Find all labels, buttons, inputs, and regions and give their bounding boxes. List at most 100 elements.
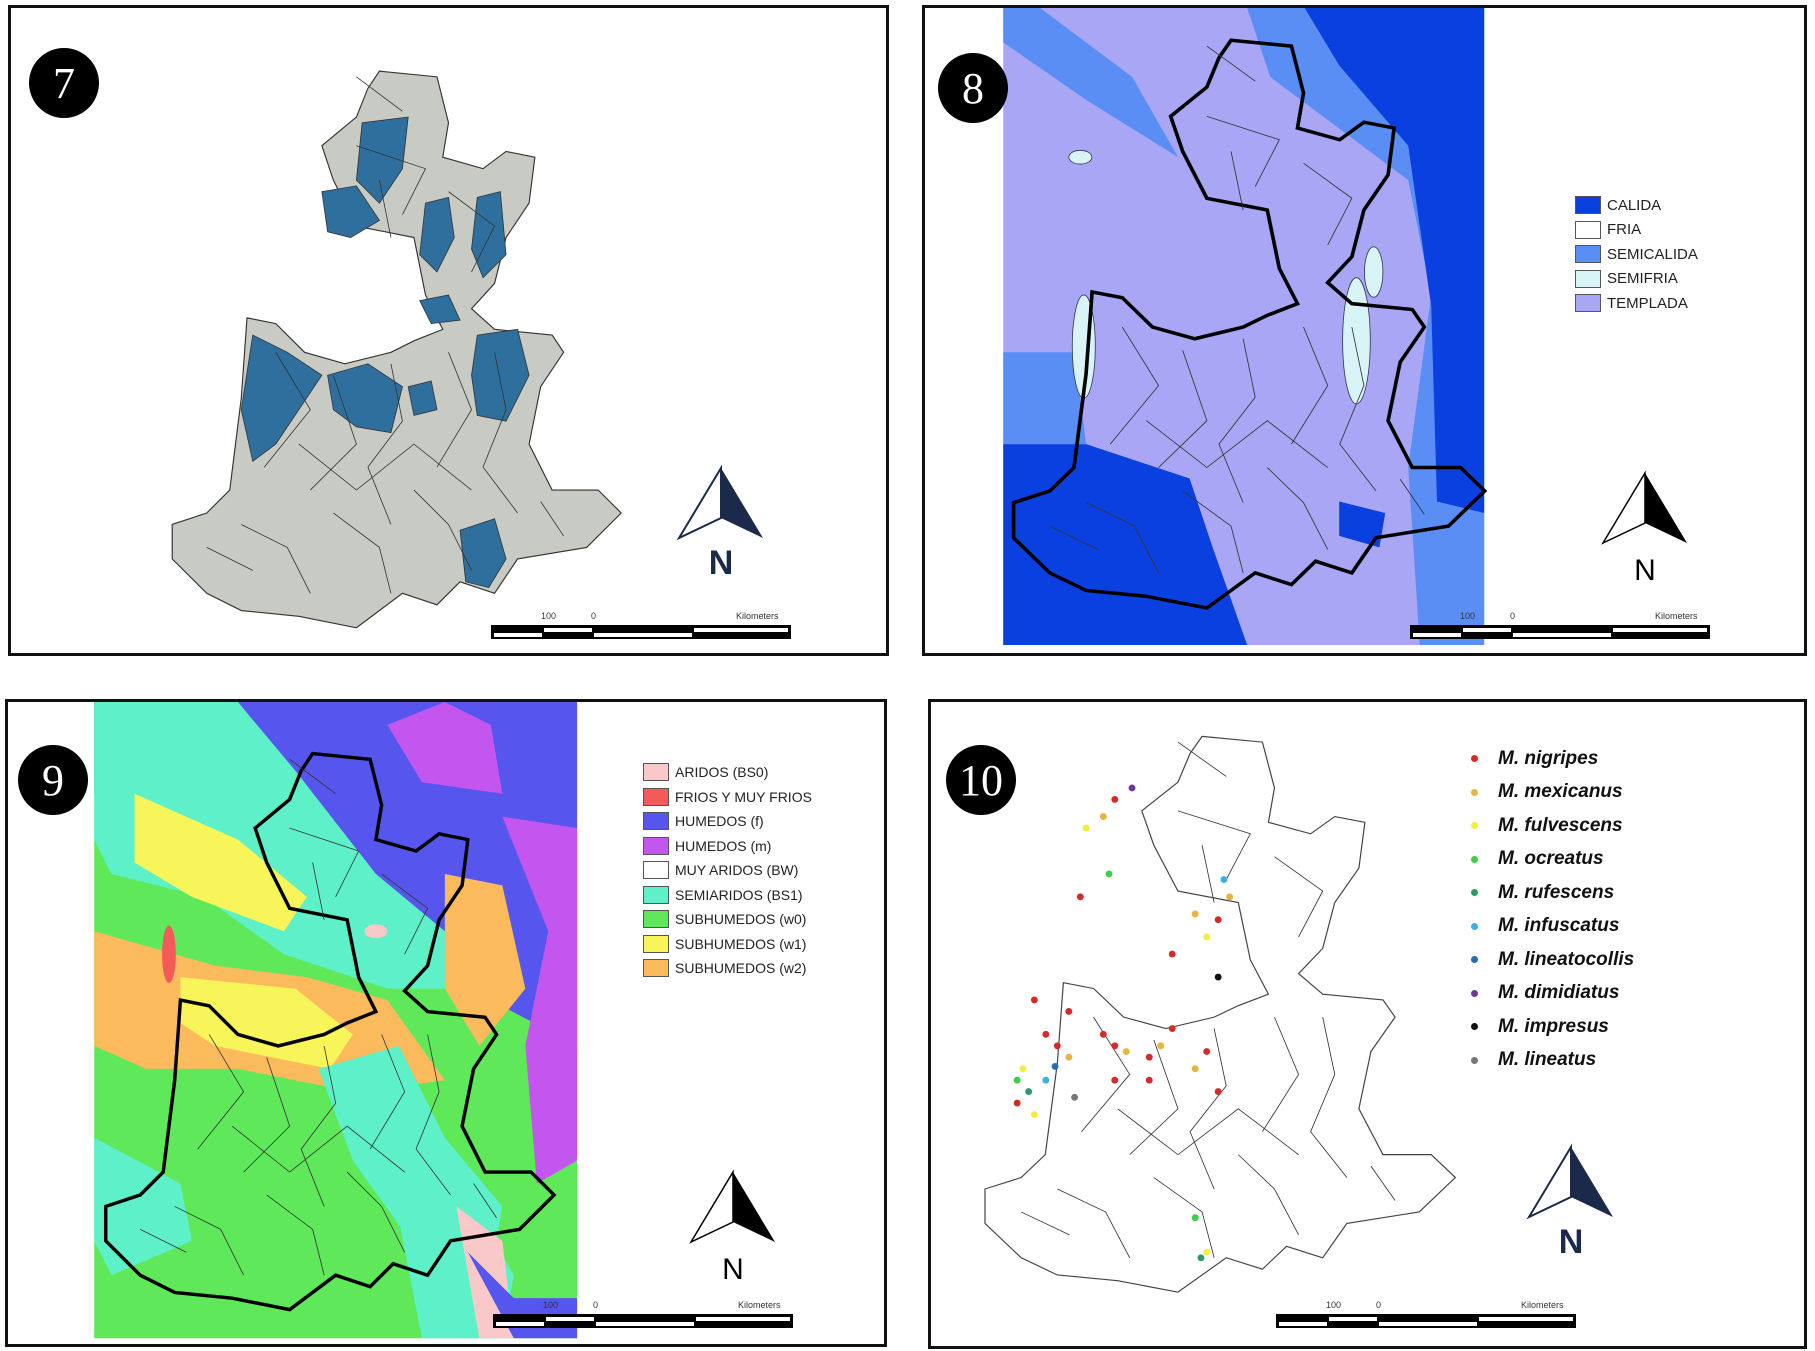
legend-swatch xyxy=(1575,196,1601,215)
species-label: M. lineatocollis xyxy=(1498,948,1635,970)
occurrence-point xyxy=(1099,813,1107,821)
occurrence-point xyxy=(1128,784,1136,792)
species-label: M. mexicanus xyxy=(1498,781,1623,803)
occurrence-point xyxy=(1030,1111,1038,1118)
occurrence-point xyxy=(1099,1030,1107,1038)
legend-swatch xyxy=(643,959,669,978)
species-label: M. fulvescens xyxy=(1498,814,1623,836)
scale-label-zero: 0 xyxy=(591,611,597,621)
species-legend: M. nigripes M. mexicanus M. fulvescens M. o… xyxy=(1471,742,1634,1077)
panel-number-badge: 10 xyxy=(946,745,1016,815)
species-label: M. nigripes xyxy=(1498,747,1599,769)
scale-label-left: 100 xyxy=(541,611,557,621)
north-arrow: N xyxy=(683,1167,783,1287)
legend-item: HUMEDOS (f) xyxy=(643,809,812,834)
legend-swatch xyxy=(1575,269,1601,288)
scale-label-zero: 0 xyxy=(593,1300,599,1310)
north-arrow-icon xyxy=(1526,1143,1613,1220)
legend-item: SUBHUMEDOS (w0) xyxy=(643,907,812,932)
scale-label-left: 100 xyxy=(1460,611,1476,621)
species-dot-icon xyxy=(1471,989,1478,997)
legend-label: FRIOS Y MUY FRIOS xyxy=(675,788,812,805)
scale-bar: 100 0 Kilometers xyxy=(1410,611,1715,643)
occurrence-point xyxy=(1042,1076,1050,1084)
species-dot-icon xyxy=(1471,956,1478,964)
climate-legend: CALIDA FRIA SEMICALIDA SEMIFRIA TEMPLADA xyxy=(1575,193,1698,316)
scale-label-unit: Kilometers xyxy=(736,611,779,621)
legend-item: M. impresus xyxy=(1471,1010,1634,1044)
occurrence-points xyxy=(1013,784,1234,1262)
legend-label: FRIA xyxy=(1607,221,1642,239)
legend-item: CALIDA xyxy=(1575,193,1698,218)
scale-bar: 100 0 Kilometers xyxy=(1276,1300,1581,1332)
species-dot-icon xyxy=(1471,822,1478,830)
legend-item: SUBHUMEDOS (w2) xyxy=(643,956,812,981)
north-label: N xyxy=(708,544,734,582)
legend-label: TEMPLADA xyxy=(1607,294,1688,312)
legend-swatch xyxy=(643,885,669,904)
occurrence-point xyxy=(1145,1053,1153,1061)
species-label: M. infuscatus xyxy=(1498,915,1620,937)
legend-item: ARIDOS (BS0) xyxy=(643,760,812,785)
scale-bar: 100 0 Kilometers xyxy=(491,611,796,643)
occurrence-point xyxy=(1220,876,1228,884)
occurrence-point xyxy=(1168,1025,1176,1033)
occurrence-point xyxy=(1191,1065,1199,1073)
legend-item: M. ocreatus xyxy=(1471,843,1634,877)
occurrence-point xyxy=(1111,1042,1119,1050)
occurrence-point xyxy=(1111,1076,1119,1084)
species-dot-icon xyxy=(1471,922,1478,930)
legend-item: HUMEDOS (m) xyxy=(643,834,812,859)
occurrence-point xyxy=(1065,1053,1073,1061)
legend-swatch xyxy=(643,934,669,953)
scale-label-zero: 0 xyxy=(1376,1300,1382,1310)
legend-label: SEMICALIDA xyxy=(1607,245,1698,263)
north-label: N xyxy=(1634,554,1656,587)
occurrence-point xyxy=(1025,1088,1033,1096)
species-label: M. ocreatus xyxy=(1498,848,1604,870)
occurrence-point xyxy=(1030,996,1038,1004)
map-panel-7: 7 N 100 0 Kilometers xyxy=(8,5,889,656)
map-panel-10: 10 M. nigripes M. mexicanus M. fulvescens M… xyxy=(928,699,1807,1349)
legend-item: M. mexicanus xyxy=(1471,776,1634,810)
occurrence-point xyxy=(1168,950,1176,958)
legend-label: HUMEDOS (f) xyxy=(675,813,764,830)
legend-item: SEMIARIDOS (BS1) xyxy=(643,883,812,908)
legend-item: M. dimidiatus xyxy=(1471,977,1634,1011)
occurrence-point xyxy=(1214,1088,1222,1096)
panel-number-badge: 9 xyxy=(18,745,88,815)
occurrence-point xyxy=(1082,824,1090,832)
legend-swatch xyxy=(1575,220,1601,239)
legend-swatch xyxy=(643,910,669,929)
occurrence-point xyxy=(1013,1076,1021,1084)
panel-number-badge: 8 xyxy=(938,53,1008,123)
species-dot-icon xyxy=(1471,755,1478,763)
legend-swatch xyxy=(1575,245,1601,264)
legend-item: FRIA xyxy=(1575,218,1698,243)
species-label: M. impresus xyxy=(1498,1015,1609,1037)
species-label: M. dimidiatus xyxy=(1498,982,1620,1004)
legend-label: SUBHUMEDOS (w0) xyxy=(675,911,807,928)
occurrence-point xyxy=(1076,893,1084,901)
occurrence-point xyxy=(1197,1254,1205,1262)
legend-item: MUY ARIDOS (BW) xyxy=(643,858,812,883)
occurrence-point xyxy=(1191,910,1199,918)
occurrence-point xyxy=(1051,1062,1059,1070)
species-dot-icon xyxy=(1471,1056,1478,1064)
occurrence-point xyxy=(1042,1030,1050,1038)
north-arrow-icon xyxy=(676,464,763,541)
occurrence-point xyxy=(1157,1042,1165,1050)
north-label: N xyxy=(722,1253,744,1286)
legend-swatch xyxy=(1575,294,1601,313)
scale-label-unit: Kilometers xyxy=(738,1300,781,1310)
north-arrow: N xyxy=(1595,468,1695,588)
legend-item: M. lineatus xyxy=(1471,1044,1634,1078)
scale-label-unit: Kilometers xyxy=(1521,1300,1564,1310)
legend-label: SUBHUMEDOS (w2) xyxy=(675,960,807,977)
occurrence-point xyxy=(1214,973,1222,981)
legend-item: SEMICALIDA xyxy=(1575,242,1698,267)
occurrence-point xyxy=(1111,795,1119,803)
occurrence-point xyxy=(1053,1042,1061,1050)
occurrence-point xyxy=(1065,1007,1073,1015)
occurrence-point xyxy=(1013,1099,1021,1107)
